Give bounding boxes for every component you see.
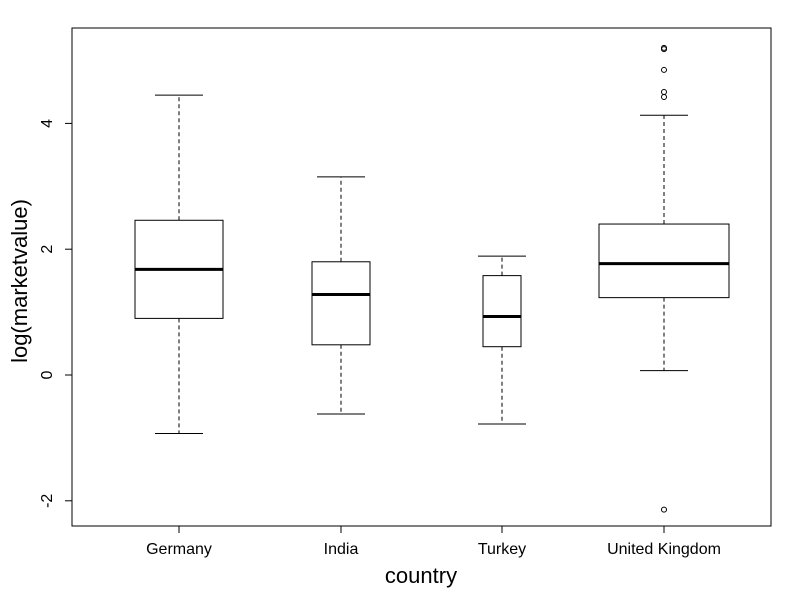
- y-tick-label: 0: [39, 370, 56, 379]
- y-axis-label: log(marketvalue): [7, 199, 32, 363]
- x-tick-label: Germany: [146, 541, 212, 558]
- outlier-point: [661, 93, 667, 100]
- boxes-layer: [134, 44, 730, 513]
- x-axis: Germany India Turkey United Kingdom: [146, 525, 721, 558]
- x-tick-label: Turkey: [478, 541, 526, 558]
- iqr-box: [598, 223, 730, 299]
- box-united-kingdom: [598, 44, 730, 513]
- x-tick-label: United Kingdom: [607, 541, 721, 558]
- x-tick-label: India: [324, 541, 359, 558]
- x-axis-label: country: [385, 563, 457, 588]
- outlier-point: [661, 506, 667, 513]
- outlier-point: [661, 66, 667, 73]
- box-india: [311, 176, 371, 415]
- box-turkey: [478, 255, 526, 425]
- outlier-point: [661, 44, 667, 51]
- iqr-box: [482, 275, 522, 348]
- iqr-box: [311, 261, 371, 346]
- y-tick-label: 4: [39, 119, 56, 128]
- y-tick-label: 2: [39, 245, 56, 254]
- box-germany: [134, 94, 224, 434]
- y-tick-label: -2: [39, 494, 56, 508]
- outlier-point: [661, 88, 667, 95]
- y-axis: -2 0 2 4: [39, 119, 73, 508]
